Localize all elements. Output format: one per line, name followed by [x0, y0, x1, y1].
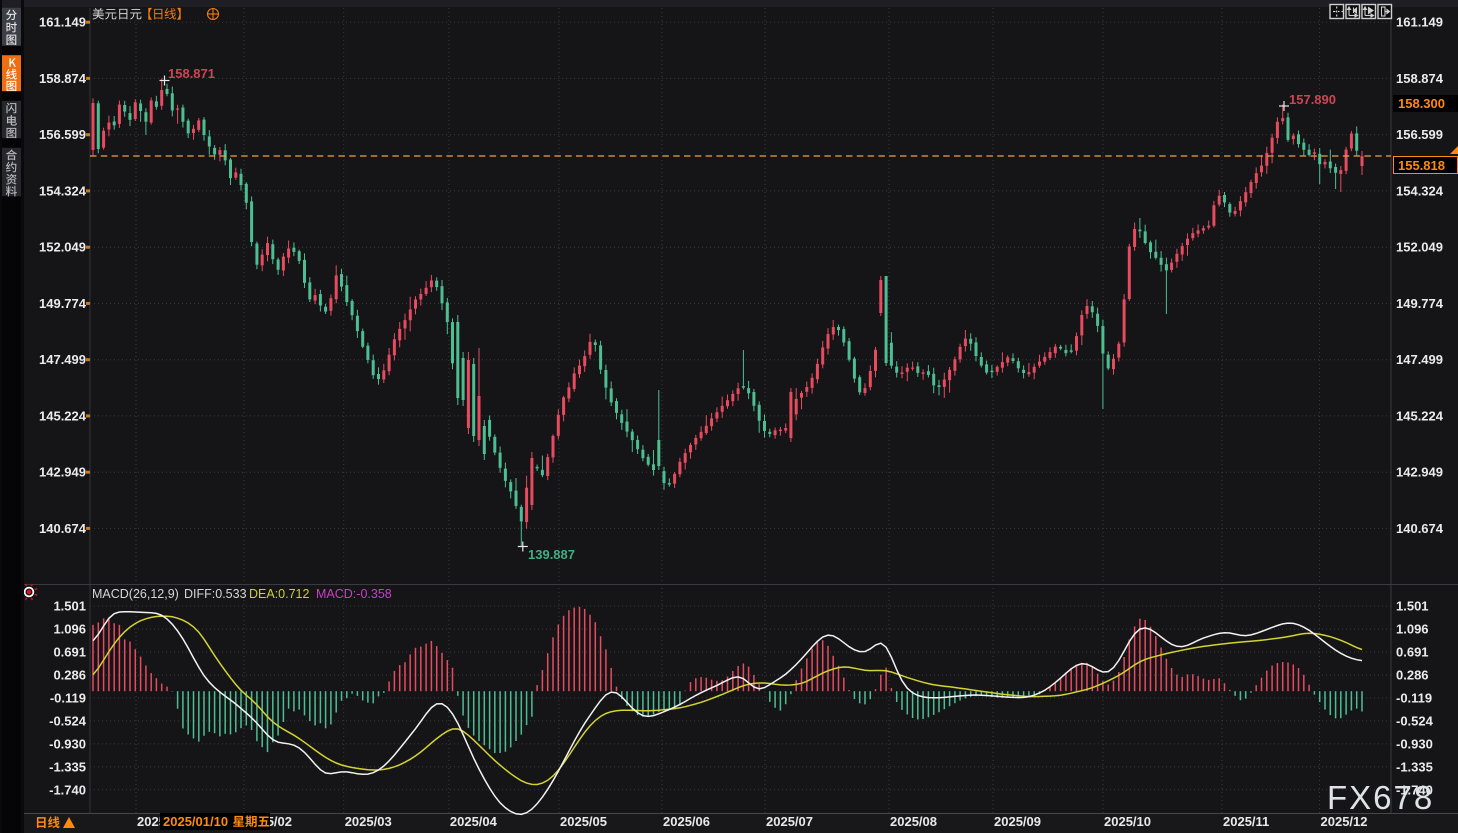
svg-text:2025/05: 2025/05	[560, 814, 607, 829]
svg-text:156.599: 156.599	[1396, 127, 1443, 142]
svg-text:-0.524: -0.524	[49, 713, 87, 728]
svg-text:1.096: 1.096	[1396, 622, 1429, 637]
svg-text:156.599: 156.599	[39, 127, 86, 142]
svg-text:2025/06: 2025/06	[663, 814, 710, 829]
svg-text:147.499: 147.499	[39, 352, 86, 367]
svg-text:158.300: 158.300	[1398, 96, 1445, 111]
svg-text:2025/11: 2025/11	[1223, 814, 1269, 829]
svg-text:0.286: 0.286	[1396, 668, 1429, 683]
svg-text:1.501: 1.501	[1396, 599, 1429, 614]
svg-text:2025/07: 2025/07	[766, 814, 813, 829]
svg-text:2025/08: 2025/08	[890, 814, 937, 829]
svg-text:154.324: 154.324	[1396, 183, 1444, 198]
svg-text:FX678: FX678	[1327, 779, 1434, 816]
svg-text:-0.119: -0.119	[50, 690, 86, 705]
svg-text:140.674: 140.674	[1396, 521, 1444, 536]
svg-text:-0.930: -0.930	[1396, 736, 1433, 751]
svg-text:152.049: 152.049	[39, 240, 86, 255]
svg-text:155.818: 155.818	[1398, 158, 1445, 173]
svg-text:1.096: 1.096	[53, 622, 86, 637]
svg-text:149.774: 149.774	[39, 296, 87, 311]
svg-text:0.691: 0.691	[53, 645, 86, 660]
svg-text:149.774: 149.774	[1396, 296, 1444, 311]
svg-text:0.691: 0.691	[1396, 645, 1429, 660]
svg-text:145.224: 145.224	[1396, 408, 1444, 423]
svg-text:1.501: 1.501	[53, 599, 86, 614]
svg-text:139.887: 139.887	[528, 547, 575, 562]
svg-text:-0.119: -0.119	[1396, 690, 1432, 705]
svg-text:2025/04: 2025/04	[450, 814, 498, 829]
svg-text:-0.930: -0.930	[49, 736, 86, 751]
svg-text:142.949: 142.949	[39, 465, 86, 480]
svg-text:154.324: 154.324	[39, 183, 87, 198]
svg-text:147.499: 147.499	[1396, 352, 1443, 367]
svg-text:2025/03: 2025/03	[345, 814, 392, 829]
svg-text:158.871: 158.871	[168, 66, 215, 81]
svg-text:161.149: 161.149	[1396, 15, 1443, 30]
svg-text:161.149: 161.149	[39, 15, 86, 30]
svg-text:MACD:-0.358: MACD:-0.358	[316, 587, 392, 601]
svg-text:142.949: 142.949	[1396, 465, 1443, 480]
svg-text:DIFF:0.533: DIFF:0.533	[184, 587, 247, 601]
svg-text:-1.740: -1.740	[1396, 782, 1433, 797]
svg-text:145.224: 145.224	[39, 408, 87, 423]
svg-text:DEA:0.712: DEA:0.712	[249, 587, 310, 601]
svg-text:MACD(26,12,9): MACD(26,12,9)	[92, 587, 179, 601]
svg-text:-1.740: -1.740	[49, 782, 86, 797]
svg-text:-1.335: -1.335	[1396, 759, 1433, 774]
svg-text:2025/09: 2025/09	[994, 814, 1041, 829]
svg-text:158.874: 158.874	[39, 71, 87, 86]
svg-text:152.049: 152.049	[1396, 240, 1443, 255]
svg-text:0.286: 0.286	[53, 668, 86, 683]
svg-text:2025/01/10: 2025/01/10	[163, 814, 228, 829]
svg-text:157.890: 157.890	[1289, 92, 1336, 107]
svg-text:158.874: 158.874	[1396, 71, 1444, 86]
svg-text:2025/10: 2025/10	[1104, 814, 1151, 829]
svg-text:2025/12: 2025/12	[1321, 814, 1368, 829]
svg-text:-1.335: -1.335	[49, 759, 86, 774]
svg-text:140.674: 140.674	[39, 521, 87, 536]
svg-text:-0.524: -0.524	[1396, 713, 1434, 728]
